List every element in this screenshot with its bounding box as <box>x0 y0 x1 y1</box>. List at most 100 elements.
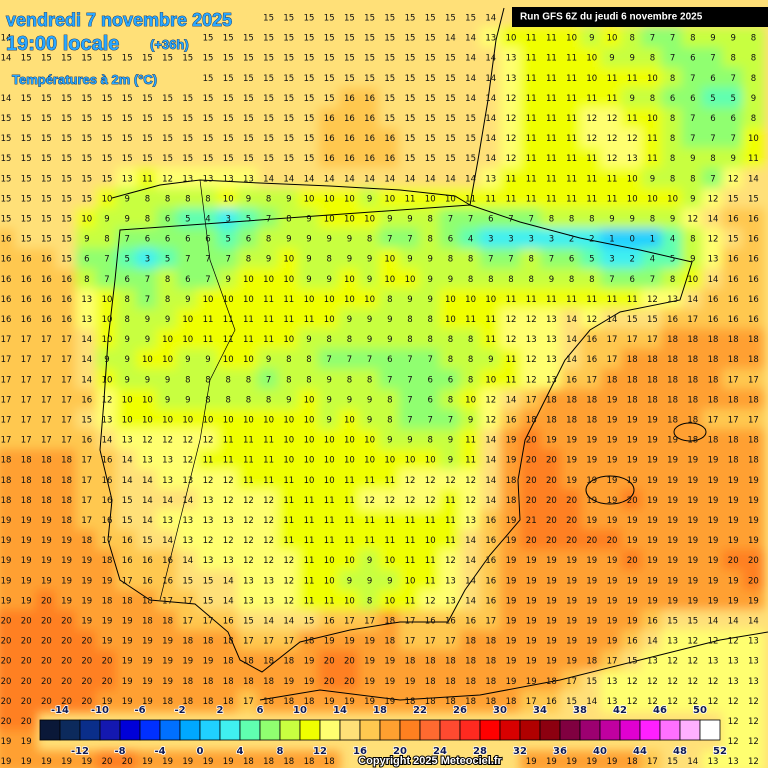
cell <box>277 107 300 130</box>
value: 20 <box>546 536 557 546</box>
value: 13 <box>122 174 133 184</box>
value: 11 <box>607 94 618 104</box>
cell <box>540 469 563 492</box>
cell <box>217 87 240 110</box>
value: 10 <box>344 275 355 285</box>
value: 14 <box>122 456 133 466</box>
value: 11 <box>263 295 274 305</box>
cell <box>560 609 583 633</box>
cell <box>499 107 523 130</box>
value: 6 <box>730 114 735 124</box>
cell <box>419 589 442 612</box>
cell <box>580 167 603 190</box>
cell <box>560 509 583 532</box>
value: 16 <box>364 114 375 124</box>
value: 19 <box>546 436 557 446</box>
cell <box>439 288 462 311</box>
value: 18 <box>627 355 638 365</box>
cell <box>237 509 260 532</box>
cell <box>499 388 523 411</box>
value: 15 <box>263 14 274 24</box>
value: 11 <box>324 536 335 546</box>
cell <box>116 589 139 612</box>
cell <box>318 630 341 653</box>
value: 12 <box>586 114 597 124</box>
cell <box>257 348 280 371</box>
value: 16 <box>748 255 759 265</box>
value: 20 <box>21 677 32 687</box>
value: 6 <box>690 94 695 104</box>
value: 15 <box>102 134 113 144</box>
cell <box>15 710 38 733</box>
value: 15 <box>81 134 92 144</box>
value: 10 <box>405 576 416 586</box>
value: 9 <box>549 275 554 285</box>
value: 15 <box>122 134 133 144</box>
value: 8 <box>670 114 675 124</box>
cell <box>0 429 18 452</box>
value: 19 <box>708 556 719 566</box>
value: 18 <box>263 677 274 687</box>
cell <box>479 167 502 190</box>
cell <box>499 449 523 472</box>
cell <box>176 408 199 432</box>
cell <box>540 589 563 612</box>
value: 12 <box>182 436 193 446</box>
cell <box>661 27 684 50</box>
value: 14 <box>485 74 496 84</box>
cell <box>742 248 765 271</box>
cell <box>742 730 765 753</box>
cell <box>540 248 563 271</box>
value: 10 <box>283 275 294 285</box>
cell <box>459 489 482 512</box>
cell <box>540 207 563 231</box>
value: 18 <box>41 496 52 506</box>
value: 8 <box>407 315 412 325</box>
cell <box>742 449 765 472</box>
value: 12 <box>243 496 254 506</box>
value: 19 <box>182 757 193 767</box>
cell <box>722 348 745 371</box>
colorbar-label: -12 <box>71 746 89 757</box>
value: 19 <box>384 657 395 667</box>
cell <box>176 630 199 653</box>
value: 17 <box>425 637 436 647</box>
value: 19 <box>364 697 375 707</box>
cell <box>277 288 300 311</box>
cell <box>419 609 442 633</box>
value: 15 <box>21 174 32 184</box>
cell <box>156 127 179 150</box>
cell <box>621 228 644 251</box>
cell <box>621 27 644 50</box>
cell <box>661 147 684 170</box>
cell <box>156 408 179 432</box>
cell <box>459 167 482 190</box>
cell <box>0 207 18 231</box>
value: 19 <box>607 576 618 586</box>
value: 18 <box>304 637 315 647</box>
value: 18 <box>546 677 557 687</box>
value: 11 <box>364 476 375 486</box>
cell <box>722 328 745 351</box>
value: 15 <box>243 94 254 104</box>
cell <box>641 147 664 170</box>
colorbar-label: 24 <box>433 746 447 757</box>
value: 16 <box>364 94 375 104</box>
value: 16 <box>324 134 335 144</box>
cell <box>681 127 704 150</box>
value: 12 <box>445 556 456 566</box>
value: 10 <box>243 275 254 285</box>
cell <box>600 529 624 552</box>
value: 19 <box>748 496 759 506</box>
cell <box>459 308 482 331</box>
cell <box>116 690 139 713</box>
value: 17 <box>21 416 32 426</box>
value: 9 <box>670 215 675 225</box>
value: 19 <box>586 556 597 566</box>
value: 15 <box>324 54 335 64</box>
value: 8 <box>670 174 675 184</box>
value: 19 <box>21 596 32 606</box>
value: 13 <box>627 154 638 164</box>
cell <box>338 127 361 150</box>
value: 18 <box>182 677 193 687</box>
